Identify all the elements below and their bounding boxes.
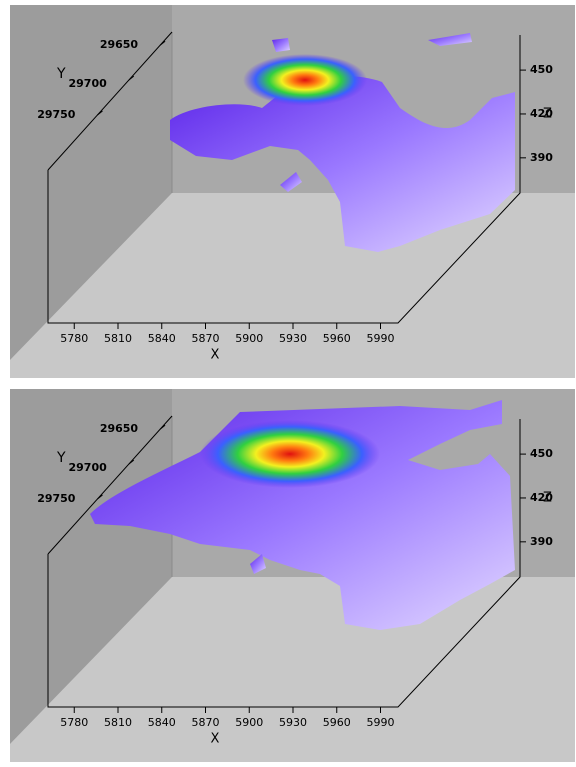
y-tick-label: 29700: [69, 77, 108, 90]
x-tick-label: 5960: [323, 332, 351, 345]
z-tick-label: 450: [530, 447, 553, 460]
panel: 5780 5810 5840 5870 5900 5930 5960 5990 X 29650 29…: [10, 389, 575, 762]
x-tick-label: 5990: [367, 332, 395, 345]
x-axis-label: X: [211, 348, 220, 363]
x-tick-label: 5810: [104, 332, 132, 345]
z-tick-label: 450: [530, 63, 553, 76]
x-tick-label: 5960: [323, 716, 351, 729]
x-tick-label: 5930: [279, 332, 307, 345]
panel: 5780 5810 5840 5870 5900 5930 5960 5990 X 29650 29…: [10, 5, 575, 378]
x-tick-label: 5780: [60, 716, 88, 729]
x-tick-label: 5780: [60, 332, 88, 345]
x-axis-label: X: [211, 732, 220, 747]
intensity-cap: [243, 54, 367, 106]
x-tick-label: 5900: [235, 332, 263, 345]
y-axis-label: Y: [56, 450, 66, 466]
x-tick-label: 5870: [192, 332, 220, 345]
page: {"chart_data": [ {"type": "isosurface3d"…: [0, 0, 576, 767]
x-tick-label: 5930: [279, 716, 307, 729]
z-axis-label: Z: [543, 490, 552, 505]
y-tick-label: 29700: [69, 461, 108, 474]
z-tick-label: 390: [530, 151, 553, 164]
z-tick-label: 390: [530, 535, 553, 548]
chart: 5780 5810 5840 5870 5900 5930 5960 5990 X 29650 29…: [0, 0, 576, 767]
intensity-cap: [200, 420, 380, 488]
y-axis-label: Y: [56, 66, 66, 82]
z-axis-label: Z: [543, 106, 552, 121]
x-tick-label: 5810: [104, 716, 132, 729]
y-tick-label: 29650: [100, 38, 139, 51]
y-tick-label: 29750: [37, 492, 76, 505]
x-tick-label: 5870: [192, 716, 220, 729]
x-tick-label: 5900: [235, 716, 263, 729]
x-tick-label: 5990: [367, 716, 395, 729]
y-tick-label: 29650: [100, 422, 139, 435]
x-tick-label: 5840: [148, 716, 176, 729]
x-tick-label: 5840: [148, 332, 176, 345]
y-tick-label: 29750: [37, 108, 76, 121]
